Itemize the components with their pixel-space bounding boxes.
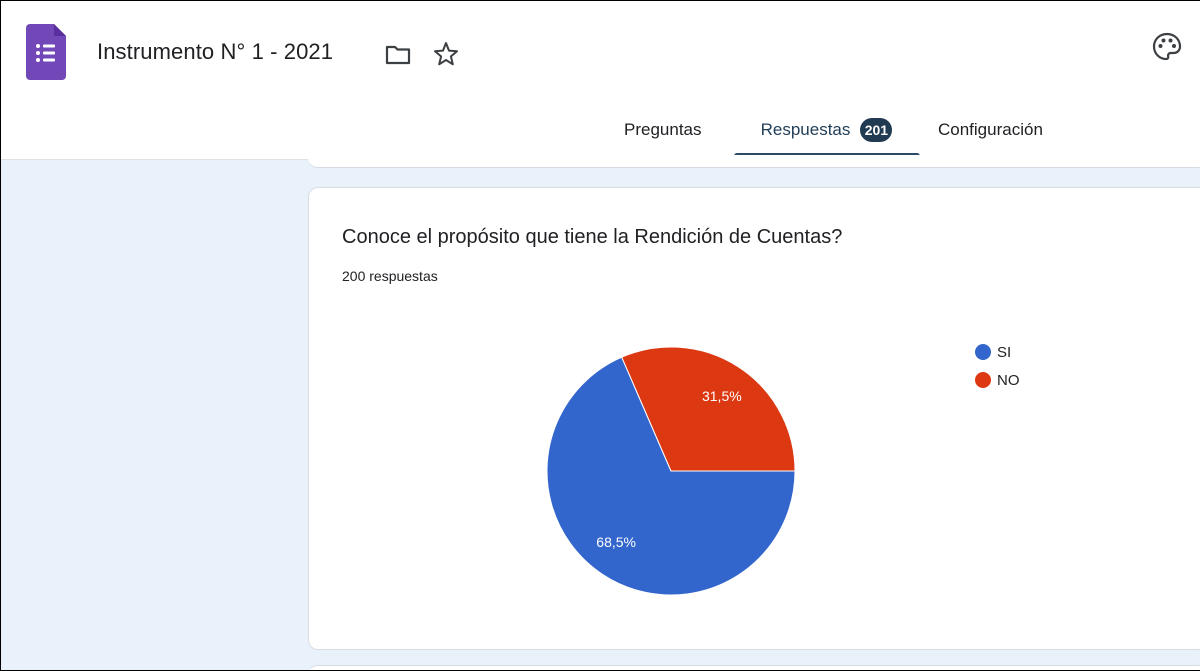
legend-swatch: [975, 344, 991, 360]
response-count: 200 respuestas: [342, 268, 438, 284]
pie-data-label-si: 68,5%: [596, 534, 636, 550]
previous-card-edge: [308, 155, 1200, 168]
tab-label: Configuración: [938, 120, 1043, 139]
tab-label: Preguntas: [624, 120, 702, 139]
responses-count-badge: 201: [860, 118, 893, 142]
legend-item-no[interactable]: NO: [975, 366, 1020, 394]
pie-chart: 68,5% 31,5%: [546, 346, 796, 596]
palette-icon[interactable]: [1150, 30, 1184, 64]
legend-item-si[interactable]: SI: [975, 338, 1020, 366]
tab-label: Respuestas: [760, 120, 851, 139]
star-icon[interactable]: [431, 39, 461, 69]
question-summary-card: Conoce el propósito que tiene la Rendici…: [308, 187, 1200, 650]
forms-app-icon[interactable]: [26, 24, 66, 80]
legend-swatch: [975, 372, 991, 388]
app-header: Instrumento N° 1 - 2021 Preguntas Respue…: [1, 1, 1200, 160]
folder-icon[interactable]: [383, 39, 413, 69]
pie-slice-no[interactable]: [621, 346, 796, 472]
tab-respuestas[interactable]: Respuestas 201: [733, 107, 920, 155]
chart-legend: SI NO: [975, 338, 1020, 394]
next-card-edge: [308, 665, 1200, 670]
document-title[interactable]: Instrumento N° 1 - 2021: [97, 39, 334, 64]
form-tabs: Preguntas Respuestas 201 Configuración: [1, 107, 1200, 159]
tab-preguntas[interactable]: Preguntas: [624, 107, 702, 155]
legend-label: NO: [997, 371, 1020, 389]
legend-label: SI: [997, 343, 1012, 361]
pie-data-label-no: 31,5%: [702, 388, 742, 404]
tab-configuracion[interactable]: Configuración: [938, 107, 1043, 155]
pie-slice-si[interactable]: [546, 356, 796, 596]
question-title: Conoce el propósito que tiene la Rendici…: [342, 226, 843, 248]
